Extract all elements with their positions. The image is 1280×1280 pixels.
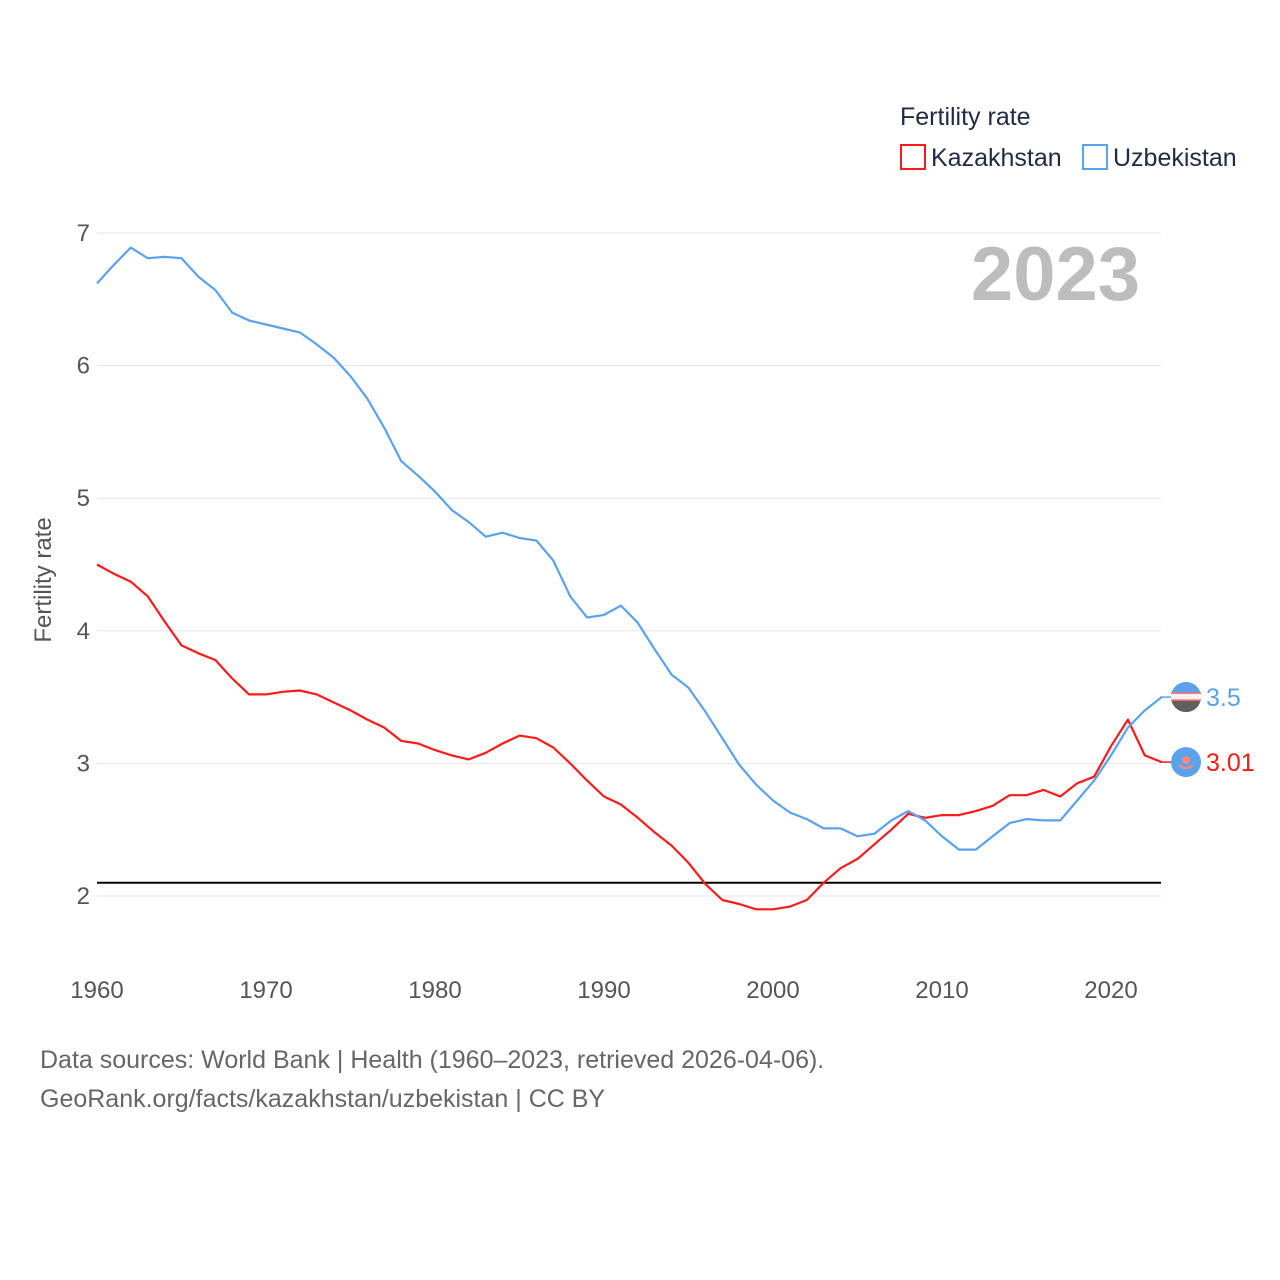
x-tick-label: 2000 (746, 977, 799, 1004)
y-tick-label: 4 (77, 618, 90, 645)
legend-swatch-kazakhstan[interactable] (900, 144, 926, 170)
y-tick-label: 6 (77, 353, 90, 380)
year-label: 2023 (971, 232, 1140, 317)
line-uzbekistan[interactable] (96, 246, 1163, 851)
flag-icon-uzbekistan (1171, 682, 1201, 713)
legend: Fertility rate Kazakhstan Uzbekistan (900, 103, 1237, 172)
series-lines (96, 246, 1163, 911)
y-axis-ticks: 2 3 4 5 6 7 (77, 220, 90, 910)
legend-label-kazakhstan[interactable]: Kazakhstan (931, 144, 1062, 172)
end-value-uzbekistan: 3.5 (1206, 684, 1241, 712)
footer-attribution[interactable]: GeoRank.org/facts/kazakhstan/uzbekistan … (40, 1085, 606, 1113)
legend-label-uzbekistan[interactable]: Uzbekistan (1113, 144, 1237, 172)
x-tick-label: 1970 (239, 977, 292, 1004)
x-tick-label: 1960 (70, 977, 123, 1004)
y-tick-label: 7 (77, 220, 90, 247)
x-tick-label: 2010 (915, 977, 968, 1004)
x-axis-ticks: 1960 1970 1980 1990 2000 2010 2020 (70, 977, 1137, 1004)
gridlines (97, 232, 1161, 897)
line-kazakhstan[interactable] (96, 563, 1163, 911)
y-axis-label: Fertility rate (30, 517, 57, 642)
y-tick-label: 5 (77, 485, 90, 512)
x-tick-label: 1980 (408, 977, 461, 1004)
legend-title: Fertility rate (900, 103, 1031, 131)
end-value-kazakhstan: 3.01 (1206, 749, 1255, 777)
x-tick-label: 2020 (1084, 977, 1137, 1004)
footer-sources: Data sources: World Bank | Health (1960–… (40, 1046, 825, 1074)
legend-swatch-uzbekistan[interactable] (1082, 144, 1108, 170)
y-tick-label: 2 (77, 883, 90, 910)
x-tick-label: 1990 (577, 977, 630, 1004)
series-end-markers: 3.01 3.5 (1160, 682, 1255, 778)
y-tick-label: 3 (77, 750, 90, 777)
flag-icon-kazakhstan (1171, 747, 1201, 778)
